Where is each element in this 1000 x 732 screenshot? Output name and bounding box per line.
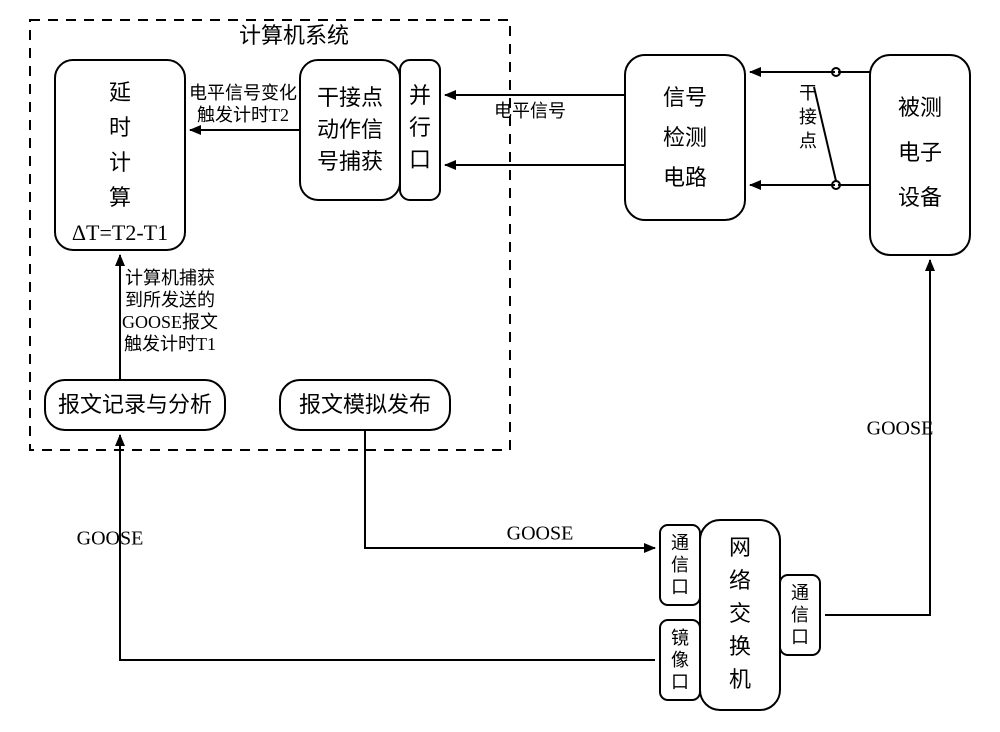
signal-detect-text: 信号 (663, 85, 707, 110)
dry-contact-lever (814, 87, 836, 181)
comm-port-right-text: 通 (791, 583, 809, 603)
delay-calc-text: 算 (109, 185, 131, 210)
computer-system-label: 计算机系统 (239, 23, 349, 48)
parallel-port-text: 并 (409, 83, 431, 108)
signal-detect-text: 电路 (663, 165, 707, 190)
delay-calc-text: 计 (109, 150, 131, 175)
level-signal-label: 电平信号 (494, 101, 566, 121)
network-switch-text: 换 (729, 634, 751, 659)
tested-device-text: 设备 (898, 185, 942, 210)
comm-port-left-text: 口 (671, 577, 689, 597)
dry-contact-label: 点 (799, 131, 817, 151)
comm-port-left-text: 信 (671, 555, 689, 575)
mirror-port-text: 像 (671, 650, 689, 670)
parallel-port-text: 行 (409, 115, 431, 140)
parallel-port-text: 口 (409, 147, 431, 172)
dry-contact-label: 干 (799, 83, 817, 103)
delay-calc-text: 时 (109, 115, 131, 140)
comm-port-right-text: 口 (791, 627, 809, 647)
signal-detect-text: 检测 (663, 125, 707, 150)
computer-capture-label: 到所发送的 (125, 290, 215, 310)
goose-middle-label: GOOSE (507, 523, 574, 545)
level-change-label: 触发计时T2 (197, 105, 289, 125)
goose-right-label: GOOSE (867, 418, 934, 440)
level-change-label: 电平信号变化 (189, 83, 297, 103)
mirror-port-text: 口 (671, 672, 689, 692)
capture-text: 动作信 (317, 117, 383, 142)
msg-record-text: 报文记录与分析 (58, 392, 212, 417)
tested-device-text: 电子 (898, 140, 942, 165)
goose-left-label: GOOSE (77, 528, 144, 550)
computer-capture-label: GOOSE报文 (122, 312, 218, 332)
network-switch-text: 络 (729, 568, 751, 593)
delay-calc-text: ΔT=T2-T1 (72, 220, 168, 245)
computer-capture-label: 触发计时T1 (124, 334, 216, 354)
computer-capture-label: 计算机捕获 (125, 268, 215, 288)
comm-port-left-text: 通 (671, 533, 689, 553)
tested-device-text: 被测 (898, 95, 942, 120)
mirror-port-text: 镜 (671, 628, 689, 648)
msg-publish-text: 报文模拟发布 (299, 392, 431, 417)
diagram-canvas: 计算机系统延时计算ΔT=T2-T1干接点动作信号捕获并行口信号检测电路被测电子设… (0, 0, 1000, 732)
network-switch-text: 机 (729, 667, 751, 692)
capture-text: 干接点 (317, 85, 383, 110)
comm-port-right-text: 信 (791, 605, 809, 625)
capture-text: 号捕获 (317, 149, 383, 174)
delay-calc-text: 延 (109, 80, 131, 105)
network-switch-text: 交 (729, 601, 751, 626)
network-switch-text: 网 (729, 535, 751, 560)
dry-contact-label: 接 (799, 107, 817, 127)
